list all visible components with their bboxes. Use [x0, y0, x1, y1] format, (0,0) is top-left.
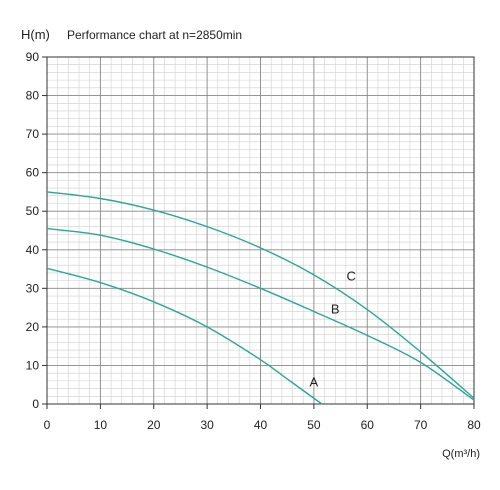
x-tick-label: 30 — [200, 418, 214, 432]
x-axis-label: Q(m³/h) — [442, 448, 480, 460]
x-tick-label: 0 — [44, 418, 51, 432]
series-line-a — [46, 267, 323, 405]
x-tick-label: 40 — [254, 418, 268, 432]
series-label-c: C — [347, 269, 356, 284]
y-axis-label: H(m) — [21, 27, 50, 42]
y-tick-label: 10 — [26, 358, 40, 372]
x-tick-label: 70 — [414, 418, 428, 432]
y-tick-label: 80 — [26, 89, 40, 103]
x-tick-label: 10 — [94, 418, 108, 432]
x-tick-label: 80 — [467, 418, 481, 432]
y-tick-label: 40 — [26, 243, 40, 257]
y-tick-label: 30 — [26, 281, 40, 295]
x-tick-label: 50 — [307, 418, 321, 432]
series-lines — [46, 191, 475, 405]
x-tick-label: 20 — [147, 418, 161, 432]
y-tick-label: 60 — [26, 166, 40, 180]
y-tick-label: 0 — [32, 397, 39, 411]
y-tick-label: 50 — [26, 204, 40, 218]
series-label-b: B — [331, 301, 340, 316]
y-tick-label: 90 — [26, 50, 40, 64]
y-tick-label: 70 — [26, 127, 40, 141]
series-label-a: A — [310, 375, 319, 390]
y-tick-label: 20 — [26, 320, 40, 334]
series-labels: A B C — [310, 269, 356, 390]
x-tick-label: 60 — [361, 418, 375, 432]
y-axis-ticks: 0 10 20 30 40 50 60 70 80 90 — [26, 50, 47, 411]
series-line-b — [46, 227, 475, 401]
x-axis-ticks: 0 10 20 30 40 50 60 70 80 — [44, 404, 481, 432]
chart-title: Performance chart at n=2850min — [67, 28, 242, 42]
series-line-c — [46, 191, 475, 399]
